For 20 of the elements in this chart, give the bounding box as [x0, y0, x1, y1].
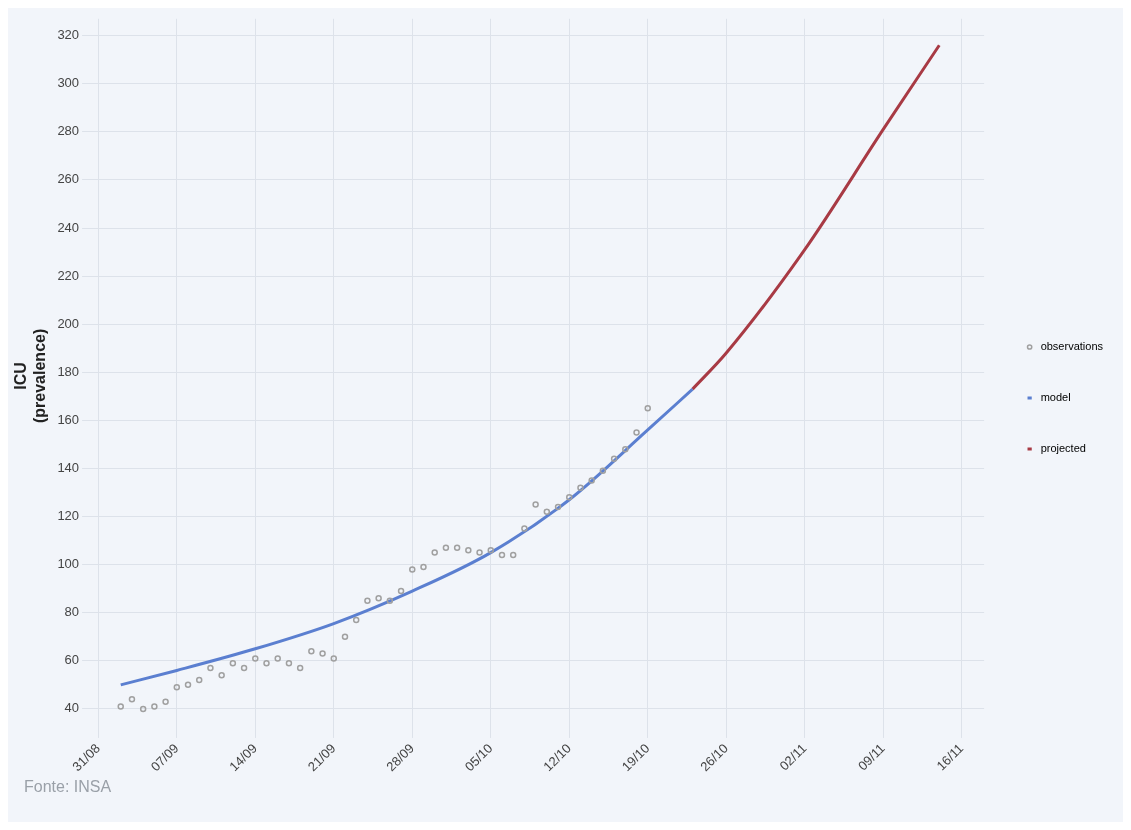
y-tick-label: 180 — [57, 363, 80, 379]
y-tick-label: 280 — [57, 123, 80, 139]
legend-label: projected — [1040, 442, 1086, 455]
y-tick-label: 240 — [57, 219, 80, 235]
source-note: Fonte: INSA — [23, 778, 113, 796]
y-tick-label: 40 — [64, 700, 80, 716]
y-tick-label: 260 — [57, 171, 80, 187]
y-tick-label: 120 — [57, 508, 80, 524]
y-tick-label: 320 — [57, 27, 80, 43]
y-tick-label: 160 — [57, 411, 80, 427]
legend-label: observations — [1040, 340, 1104, 353]
y-tick-label: 100 — [57, 556, 80, 572]
y-tick-label: 60 — [64, 652, 80, 668]
y-tick-label: 140 — [57, 460, 80, 476]
y-tick-label: 80 — [64, 604, 80, 620]
legend-label: model — [1040, 391, 1071, 404]
y-tick-label: 200 — [57, 315, 80, 331]
y-tick-label: 220 — [57, 267, 80, 283]
y-tick-label: 300 — [57, 75, 80, 91]
y-axis-title: ICU (prevalence) — [12, 328, 49, 424]
